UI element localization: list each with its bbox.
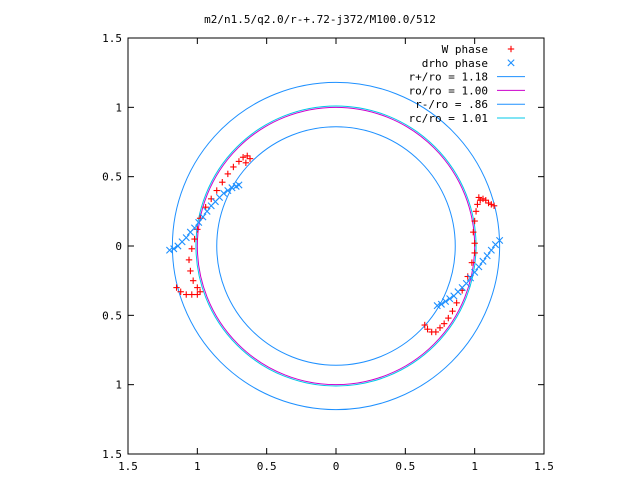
drho-phase-point <box>166 246 174 254</box>
w-phase-point <box>177 288 184 295</box>
drho-phase-point <box>441 297 450 306</box>
y-tick-label: 1 <box>115 379 122 392</box>
y-tick-label: 1.5 <box>102 32 122 45</box>
w-phase-point <box>477 197 484 204</box>
w-phase-point <box>470 228 477 236</box>
w-phase-point <box>230 163 237 171</box>
w-phase-point <box>468 259 476 266</box>
w-phase-point <box>471 217 478 225</box>
drho-phase-point <box>466 274 475 282</box>
y-tick-label: 0.5 <box>102 309 122 322</box>
w-phase-point <box>235 158 243 165</box>
w-phase-point <box>213 187 220 194</box>
w-phase-point <box>482 197 489 204</box>
data-points <box>166 152 504 336</box>
drho-phase-point <box>235 181 243 189</box>
reference-circles <box>171 81 501 411</box>
drho-phase-point <box>203 207 211 215</box>
drho-phase-point <box>491 241 500 249</box>
drho-phase-point <box>224 186 232 195</box>
w-phase-point <box>445 314 452 322</box>
w-phase-point <box>194 291 201 298</box>
w-phase-point <box>224 170 232 178</box>
x-tick-label: 1.5 <box>118 460 138 473</box>
legend-label: r-/ro = .86 <box>415 98 488 111</box>
drho-phase-point <box>475 263 483 271</box>
drho-phase-point <box>487 246 495 254</box>
x-tick-label: 1 <box>194 460 201 473</box>
w-phase-point <box>173 284 180 291</box>
legend-label: r+/ro = 1.18 <box>409 71 488 84</box>
legend-label: W phase <box>442 43 488 56</box>
w-phase-point <box>191 235 198 243</box>
drho-phase-point <box>182 234 190 242</box>
drho-phase-point <box>195 218 203 227</box>
circle-4 <box>195 105 477 387</box>
legend-label: rc/ro = 1.01 <box>409 112 488 125</box>
x-tick-label: 0 <box>333 460 340 473</box>
w-phase-point <box>472 208 480 215</box>
w-phase-point <box>246 155 254 162</box>
w-phase-point <box>183 291 190 298</box>
drho-phase-point <box>433 302 441 310</box>
drho-phase-point <box>220 189 228 197</box>
drho-phase-point <box>190 224 199 232</box>
drho-phase-point <box>479 257 487 265</box>
w-phase-point <box>188 245 195 252</box>
x-tick-label: 1.5 <box>534 460 554 473</box>
w-phase-point <box>440 320 448 327</box>
drho-phase-point <box>446 295 454 303</box>
drho-phase-point <box>450 292 458 300</box>
y-tick-label: 1.5 <box>102 448 122 461</box>
w-phase-point <box>449 307 456 315</box>
chart-title: m2/n1.5/q2.0/r-+.72-j372/M100.0/512 <box>204 13 436 26</box>
y-tick-label: 0.5 <box>102 171 122 184</box>
w-phase-point <box>421 321 428 329</box>
y-tick-label: 0 <box>115 240 122 253</box>
drho-phase-point <box>199 213 207 221</box>
legend-marker-sample <box>507 59 515 67</box>
w-phase-point <box>490 202 498 209</box>
w-phase-point <box>471 249 478 257</box>
w-phase-point <box>185 256 193 264</box>
legend-label: drho phase <box>422 57 488 70</box>
w-phase-point <box>428 328 435 336</box>
x-tick-label: 0.5 <box>257 460 277 473</box>
axis-ticks: 1.5 1 0.5 0 0.5 1 1.51.510.500.511.5 <box>102 32 554 473</box>
w-phase-point <box>471 240 478 247</box>
legend-marker-sample <box>507 45 515 53</box>
circle-3 <box>216 126 456 366</box>
w-phase-point <box>244 152 251 160</box>
w-phase-point <box>485 199 492 207</box>
w-phase-point <box>219 179 226 186</box>
circle-1 <box>171 81 501 411</box>
w-phase-point <box>188 291 195 298</box>
w-phase-point <box>242 159 250 166</box>
w-phase-point <box>189 277 197 284</box>
x-tick-label: 1 <box>471 460 478 473</box>
y-tick-label: 1 <box>115 101 122 114</box>
w-phase-point <box>196 288 204 295</box>
w-phase-point <box>194 284 201 291</box>
w-phase-point <box>488 201 495 208</box>
drho-phase-point <box>471 268 479 276</box>
w-phase-point <box>436 324 444 332</box>
w-phase-point <box>187 267 194 275</box>
w-phase-point <box>239 154 247 161</box>
legend-label: ro/ro = 1.00 <box>409 84 488 97</box>
circle-2 <box>196 106 476 386</box>
x-tick-label: 0.5 <box>395 460 415 473</box>
w-phase-point <box>479 195 487 203</box>
drho-phase-point <box>437 300 445 308</box>
drho-phase-point <box>483 252 491 260</box>
w-phase-point <box>453 299 460 307</box>
drho-phase-point <box>170 245 178 253</box>
drho-phase-point <box>228 184 236 192</box>
w-phase-point <box>208 195 215 203</box>
w-phase-point <box>474 201 481 208</box>
w-phase-point <box>424 326 431 333</box>
w-phase-point <box>475 194 483 201</box>
